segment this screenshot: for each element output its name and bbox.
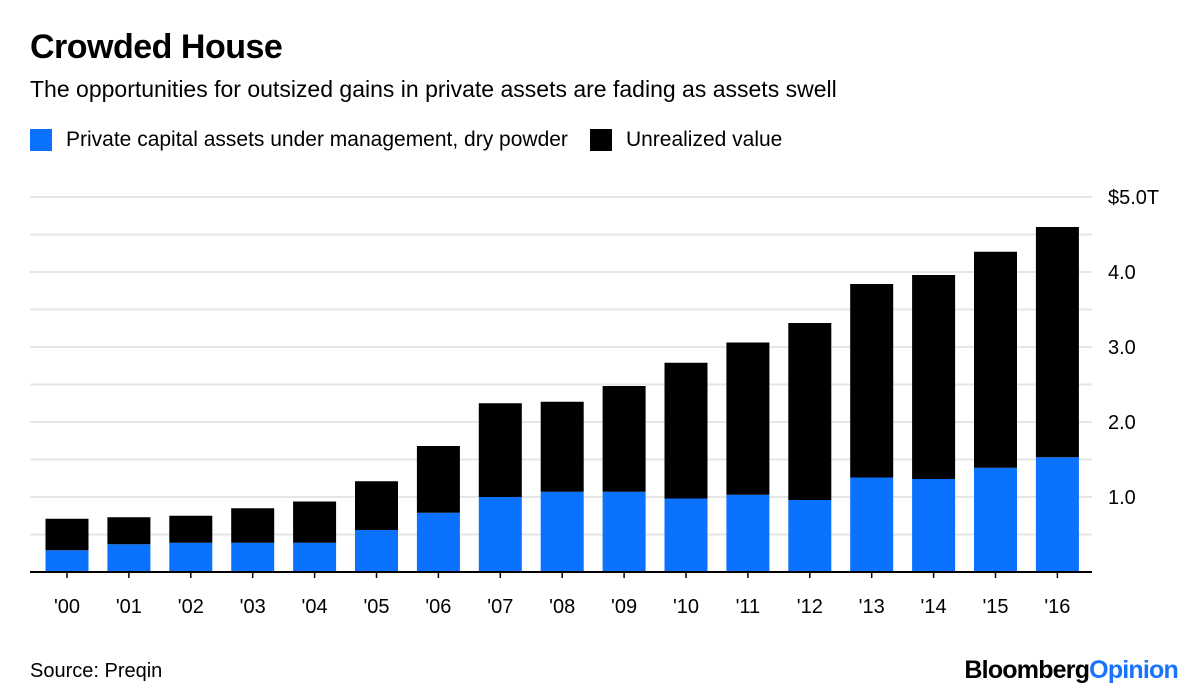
brand-opinion: Opinion — [1089, 656, 1179, 684]
bar-unrealized — [974, 251, 1017, 468]
x-tick-label: '06 — [425, 596, 451, 618]
x-tick-label: '13 — [859, 596, 885, 618]
bar-dry-powder — [788, 500, 832, 572]
bar-dry-powder — [726, 494, 770, 572]
x-tick-label: '05 — [363, 596, 389, 618]
bar-dry-powder — [912, 479, 956, 572]
bar-unrealized — [169, 515, 213, 543]
bar-dry-powder — [850, 477, 894, 572]
bar-dry-powder — [107, 544, 151, 572]
legend: Private capital assets under management,… — [30, 128, 804, 152]
bar-dry-powder — [355, 530, 398, 572]
y-tick-label: 1.0 — [1108, 487, 1136, 509]
x-tick-label: '11 — [736, 596, 761, 618]
y-tick-label: $5.0T — [1108, 187, 1159, 209]
bar-unrealized — [355, 481, 398, 530]
x-tick-label: '04 — [302, 596, 328, 618]
x-tick-label: '15 — [982, 596, 1008, 618]
bloomberg-opinion-logo: BloombergOpinion — [964, 656, 1178, 685]
bar-unrealized — [293, 501, 337, 543]
bar-unrealized — [416, 446, 460, 513]
x-tick-label: '10 — [673, 596, 699, 618]
x-tick-label: '09 — [611, 596, 637, 618]
bar-dry-powder — [416, 512, 460, 572]
legend-swatch-blue — [30, 129, 52, 151]
legend-label-dry-powder: Private capital assets under management,… — [66, 128, 568, 151]
bar-dry-powder — [293, 542, 337, 572]
y-tick-label: 2.0 — [1108, 412, 1136, 434]
x-tick-label: '08 — [549, 596, 575, 618]
bar-unrealized — [540, 401, 584, 492]
legend-swatch-black — [589, 129, 612, 151]
legend-label-unrealized: Unrealized value — [625, 128, 783, 151]
chart-subtitle: The opportunities for outsized gains in … — [30, 76, 837, 102]
bar-dry-powder — [169, 542, 213, 572]
bar-unrealized — [1035, 227, 1079, 458]
bar-unrealized — [478, 403, 522, 497]
bar-unrealized — [726, 342, 770, 495]
chart-title: Crowded House — [30, 28, 283, 66]
bar-unrealized — [45, 518, 89, 551]
bar-dry-powder — [974, 467, 1017, 572]
bar-unrealized — [912, 275, 956, 479]
source-note: Source: Preqin — [30, 660, 163, 682]
x-tick-label: '03 — [240, 596, 266, 618]
bar-unrealized — [788, 323, 832, 500]
brand-bloomberg: Bloomberg — [964, 656, 1090, 684]
bar-dry-powder — [602, 491, 646, 572]
x-tick-label: '02 — [178, 596, 204, 618]
bar-unrealized — [107, 517, 151, 545]
x-tick-label: '14 — [921, 596, 947, 618]
x-tick-label: '00 — [54, 596, 80, 618]
bar-unrealized — [602, 386, 646, 492]
bar-dry-powder — [664, 498, 708, 572]
y-tick-label: 4.0 — [1108, 262, 1136, 284]
bar-dry-powder — [1035, 457, 1079, 572]
bar-unrealized — [850, 284, 894, 478]
bar-dry-powder — [540, 491, 584, 572]
x-tick-label: '01 — [116, 596, 142, 618]
x-tick-label: '07 — [487, 596, 513, 618]
bar-dry-powder — [231, 542, 275, 572]
x-tick-label: '16 — [1044, 596, 1070, 618]
bar-dry-powder — [478, 497, 522, 572]
bar-unrealized — [664, 362, 708, 499]
x-tick-label: '12 — [797, 596, 823, 618]
legend-item-dry-powder: Private capital assets under management,… — [30, 128, 568, 152]
legend-item-unrealized: Unrealized value — [589, 128, 783, 152]
y-tick-label: 3.0 — [1108, 337, 1136, 359]
bar-dry-powder — [45, 550, 89, 572]
bar-unrealized — [231, 508, 275, 543]
